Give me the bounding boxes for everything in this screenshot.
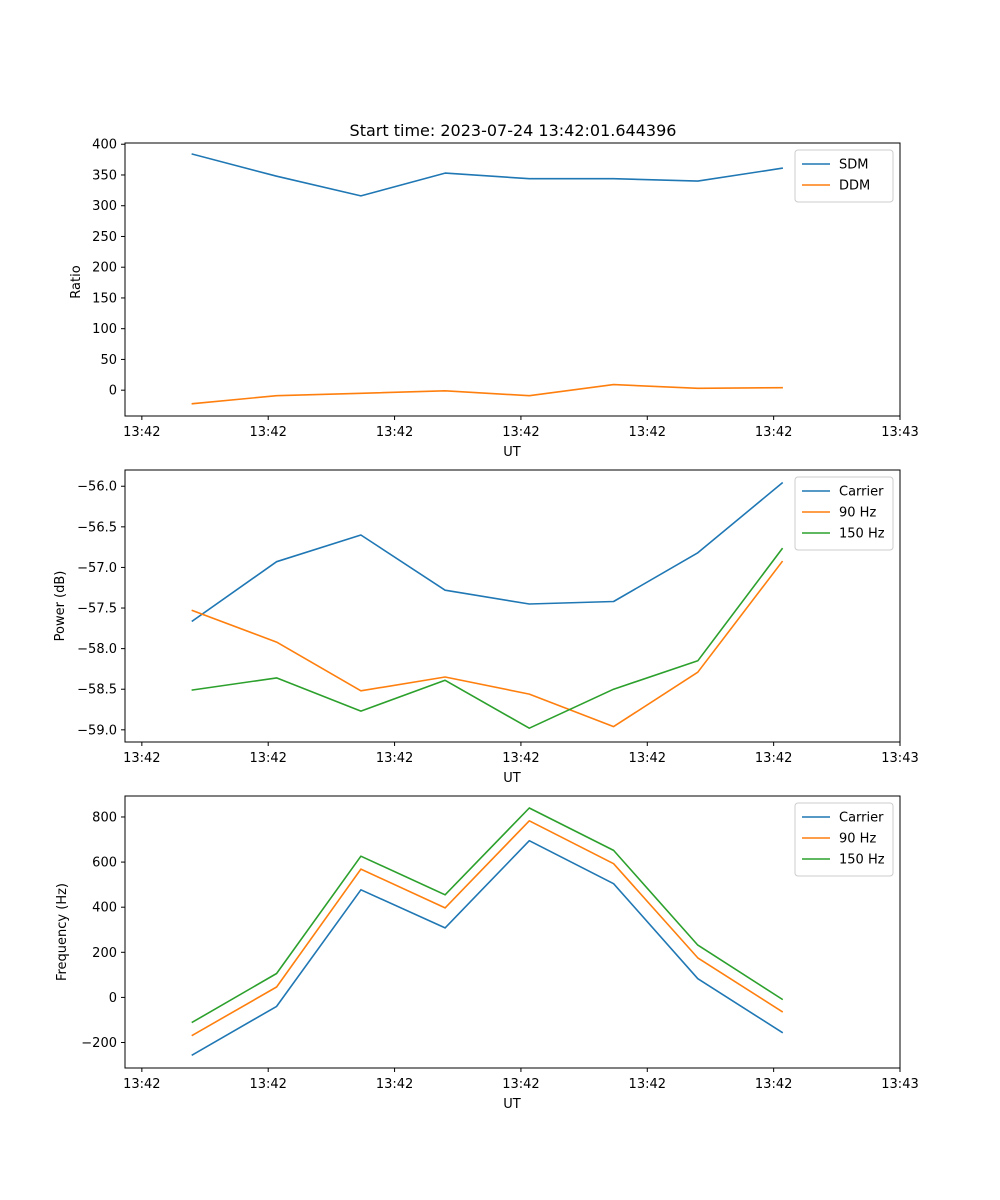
subplot-power: UT Power (dB) 13:42 13:42 13:42 13:42 13:42 1… [53, 469, 919, 786]
y-tick-label: 100 [92, 322, 117, 337]
subplot-ratio-frame [124, 142, 901, 417]
x-tick-label: 13:43 [881, 425, 918, 440]
subplot-ratio: UT Ratio 13:42 13:42 13:42 13:42 13:42 13:42 1… [69, 138, 919, 460]
series-line-carrier [191, 481, 784, 623]
x-tick-label: 13:43 [881, 1077, 918, 1092]
x-tick-label: 13:42 [123, 751, 160, 766]
y-tick-label: 200 [92, 261, 117, 276]
subplot-frequency-xlabel: UT [503, 1097, 521, 1112]
subplot-ratio-ylabel: Ratio [69, 265, 84, 298]
x-tick-label: 13:42 [376, 425, 413, 440]
y-tick-label: 0 [109, 991, 117, 1006]
y-tick-label: −200 [81, 1036, 117, 1051]
y-tick-label: 200 [92, 946, 117, 961]
x-tick-label: 13:42 [123, 1077, 160, 1092]
y-tick-label: −59.0 [77, 723, 117, 738]
y-tick-label: 350 [92, 168, 117, 183]
x-tick-label: 13:42 [376, 751, 413, 766]
y-tick-label: −56.5 [77, 520, 117, 535]
series-line-ddm [191, 383, 783, 405]
x-tick-label: 13:42 [755, 425, 792, 440]
series-line-90-hz [191, 819, 784, 1037]
y-tick-label: 300 [92, 199, 117, 214]
x-tick-label: 13:42 [249, 1077, 286, 1092]
y-tick-label: 50 [100, 353, 117, 368]
y-tick-label: 250 [92, 230, 117, 245]
x-tick-label: 13:42 [755, 751, 792, 766]
subplot-ratio-xlabel: UT [503, 445, 521, 460]
x-tick-label: 13:42 [629, 751, 666, 766]
y-tick-label: −58.0 [77, 642, 117, 657]
legend-label: 90 Hz [839, 506, 876, 521]
x-tick-label: 13:42 [249, 425, 286, 440]
subplot-frequency-frame [124, 795, 901, 1069]
figure-title: Start time: 2023-07-24 13:42:01.644396 [350, 121, 677, 140]
x-tick-label: 13:42 [629, 425, 666, 440]
series-line-90-hz [191, 560, 784, 728]
series-line-sdm [191, 153, 784, 197]
series-line-150-hz [191, 807, 784, 1024]
x-tick-label: 13:42 [629, 1077, 666, 1092]
subplot-frequency: UT Frequency (Hz) 13:42 13:42 13:42 13:42 13… [55, 795, 919, 1112]
x-tick-label: 13:42 [502, 751, 539, 766]
x-tick-label: 13:43 [881, 751, 918, 766]
x-tick-label: 13:42 [755, 1077, 792, 1092]
y-tick-label: 600 [92, 856, 117, 871]
legend-label: SDM [839, 158, 868, 173]
y-tick-label: 0 [109, 384, 117, 399]
subplot-power-xlabel: UT [503, 771, 521, 786]
series-line-150-hz [191, 547, 784, 730]
subplot-power-ylabel: Power (dB) [53, 571, 68, 642]
x-tick-label: 13:42 [249, 751, 286, 766]
legend-label: DDM [839, 179, 870, 194]
legend-label: 90 Hz [839, 832, 876, 847]
x-tick-label: 13:42 [376, 1077, 413, 1092]
subplot-power-frame [124, 469, 901, 743]
y-tick-label: −57.5 [77, 602, 117, 617]
x-tick-label: 13:42 [502, 1077, 539, 1092]
x-tick-label: 13:42 [123, 425, 160, 440]
y-tick-label: 150 [92, 291, 117, 306]
y-tick-label: 800 [92, 810, 117, 825]
legend-label: 150 Hz [839, 527, 885, 542]
legend [794, 802, 894, 877]
y-tick-label: 400 [92, 901, 117, 916]
series-line-carrier [191, 839, 784, 1056]
legend-label: Carrier [839, 811, 884, 826]
x-tick-label: 13:42 [502, 425, 539, 440]
y-tick-label: 400 [92, 138, 117, 153]
legend [794, 149, 894, 203]
subplot-frequency-ylabel: Frequency (Hz) [55, 883, 70, 981]
y-tick-label: −57.0 [77, 561, 117, 576]
y-tick-label: −56.0 [77, 480, 117, 495]
legend [794, 476, 894, 551]
legend-label: Carrier [839, 485, 884, 500]
legend-label: 150 Hz [839, 853, 885, 868]
y-tick-label: −58.5 [77, 683, 117, 698]
